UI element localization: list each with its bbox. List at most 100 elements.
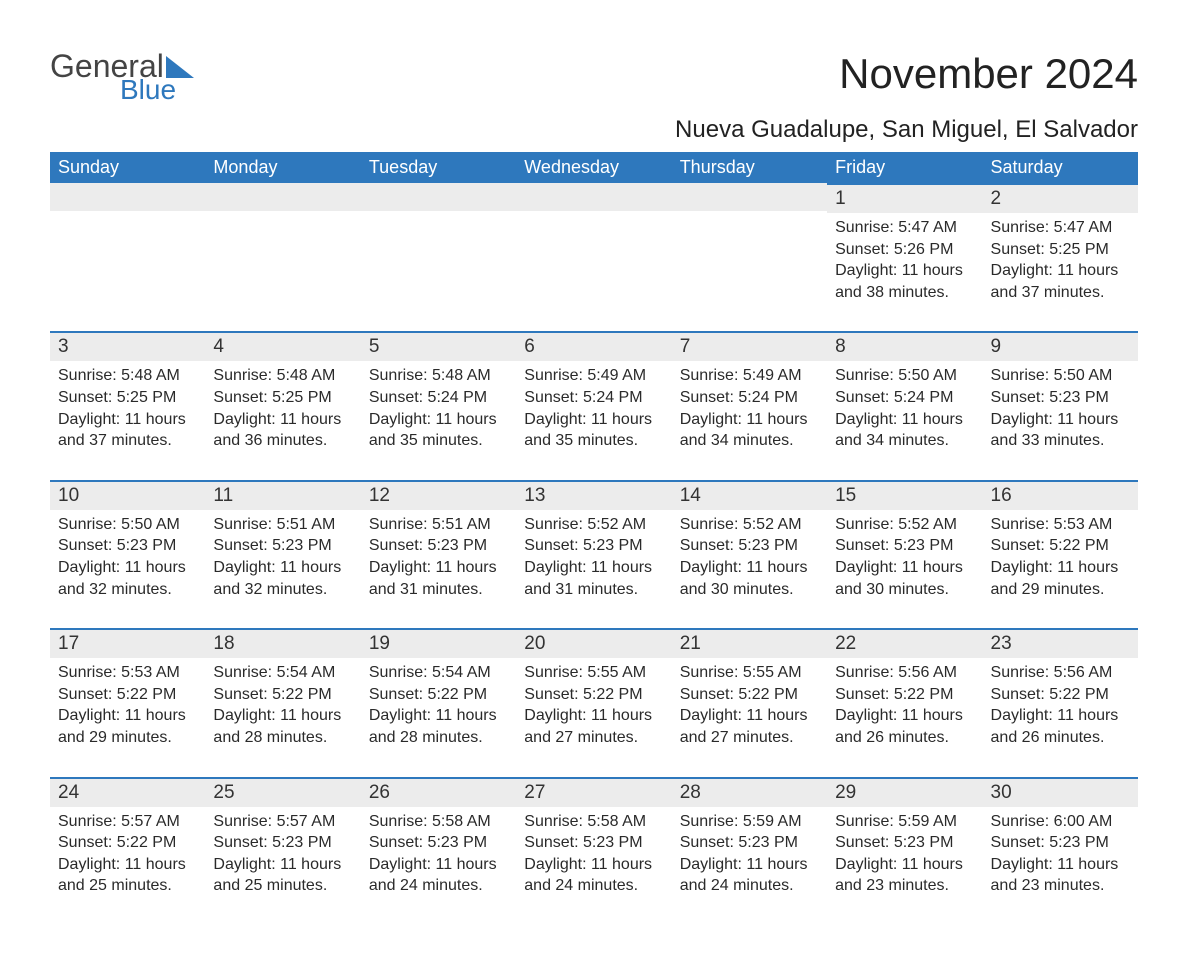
sunrise-text: Sunrise: 5:53 AM — [991, 514, 1130, 536]
weekday-header: Tuesday — [361, 152, 516, 183]
daylight-text: Daylight: 11 hours and 25 minutes. — [58, 854, 197, 897]
day-number-empty — [672, 183, 827, 211]
sunset-text: Sunset: 5:22 PM — [58, 832, 197, 854]
day-details: Sunrise: 5:53 AMSunset: 5:22 PMDaylight:… — [983, 510, 1138, 600]
sunrise-text: Sunrise: 5:55 AM — [680, 662, 819, 684]
day-details: Sunrise: 5:56 AMSunset: 5:22 PMDaylight:… — [827, 658, 982, 748]
location-text: Nueva Guadalupe, San Miguel, El Salvador — [675, 116, 1138, 144]
calendar-day-cell: 20Sunrise: 5:55 AMSunset: 5:22 PMDayligh… — [516, 628, 671, 776]
day-number: 18 — [205, 628, 360, 658]
sunrise-text: Sunrise: 5:48 AM — [213, 365, 352, 387]
calendar-table: Sunday Monday Tuesday Wednesday Thursday… — [50, 152, 1138, 925]
day-number-empty — [361, 183, 516, 211]
calendar-day-cell: 2Sunrise: 5:47 AMSunset: 5:25 PMDaylight… — [983, 183, 1138, 331]
weekday-header: Sunday — [50, 152, 205, 183]
sunrise-text: Sunrise: 5:57 AM — [213, 811, 352, 833]
daylight-text: Daylight: 11 hours and 30 minutes. — [835, 557, 974, 600]
day-details: Sunrise: 5:58 AMSunset: 5:23 PMDaylight:… — [516, 807, 671, 897]
daylight-text: Daylight: 11 hours and 35 minutes. — [369, 409, 508, 452]
sunset-text: Sunset: 5:25 PM — [991, 239, 1130, 261]
daylight-text: Daylight: 11 hours and 30 minutes. — [680, 557, 819, 600]
day-details: Sunrise: 5:52 AMSunset: 5:23 PMDaylight:… — [827, 510, 982, 600]
calendar-week-row: 1Sunrise: 5:47 AMSunset: 5:26 PMDaylight… — [50, 183, 1138, 331]
sunrise-text: Sunrise: 5:52 AM — [835, 514, 974, 536]
day-number: 17 — [50, 628, 205, 658]
sunrise-text: Sunrise: 5:51 AM — [369, 514, 508, 536]
day-details: Sunrise: 5:58 AMSunset: 5:23 PMDaylight:… — [361, 807, 516, 897]
sunset-text: Sunset: 5:23 PM — [369, 832, 508, 854]
daylight-text: Daylight: 11 hours and 26 minutes. — [991, 705, 1130, 748]
sunrise-text: Sunrise: 5:51 AM — [213, 514, 352, 536]
day-number: 3 — [50, 331, 205, 361]
daylight-text: Daylight: 11 hours and 28 minutes. — [369, 705, 508, 748]
sunrise-text: Sunrise: 5:56 AM — [835, 662, 974, 684]
day-number: 30 — [983, 777, 1138, 807]
daylight-text: Daylight: 11 hours and 38 minutes. — [835, 260, 974, 303]
day-number: 24 — [50, 777, 205, 807]
weekday-header: Thursday — [672, 152, 827, 183]
sunrise-text: Sunrise: 5:47 AM — [991, 217, 1130, 239]
calendar-day-cell: 11Sunrise: 5:51 AMSunset: 5:23 PMDayligh… — [205, 480, 360, 628]
daylight-text: Daylight: 11 hours and 24 minutes. — [369, 854, 508, 897]
calendar-day-cell: 10Sunrise: 5:50 AMSunset: 5:23 PMDayligh… — [50, 480, 205, 628]
day-details: Sunrise: 5:55 AMSunset: 5:22 PMDaylight:… — [672, 658, 827, 748]
sunrise-text: Sunrise: 5:54 AM — [213, 662, 352, 684]
day-details: Sunrise: 5:53 AMSunset: 5:22 PMDaylight:… — [50, 658, 205, 748]
sunset-text: Sunset: 5:24 PM — [680, 387, 819, 409]
calendar-day-cell: 8Sunrise: 5:50 AMSunset: 5:24 PMDaylight… — [827, 331, 982, 479]
day-details: Sunrise: 5:50 AMSunset: 5:23 PMDaylight:… — [50, 510, 205, 600]
calendar-day-cell: 26Sunrise: 5:58 AMSunset: 5:23 PMDayligh… — [361, 777, 516, 925]
day-number: 14 — [672, 480, 827, 510]
calendar-day-cell: 25Sunrise: 5:57 AMSunset: 5:23 PMDayligh… — [205, 777, 360, 925]
sunset-text: Sunset: 5:22 PM — [835, 684, 974, 706]
sunrise-text: Sunrise: 5:50 AM — [58, 514, 197, 536]
day-details: Sunrise: 5:48 AMSunset: 5:25 PMDaylight:… — [50, 361, 205, 451]
calendar-day-cell: 17Sunrise: 5:53 AMSunset: 5:22 PMDayligh… — [50, 628, 205, 776]
month-title: November 2024 — [675, 50, 1138, 98]
sunset-text: Sunset: 5:22 PM — [213, 684, 352, 706]
day-details: Sunrise: 5:50 AMSunset: 5:23 PMDaylight:… — [983, 361, 1138, 451]
sunrise-text: Sunrise: 5:48 AM — [369, 365, 508, 387]
day-number: 5 — [361, 331, 516, 361]
day-details: Sunrise: 6:00 AMSunset: 5:23 PMDaylight:… — [983, 807, 1138, 897]
calendar-day-cell: 15Sunrise: 5:52 AMSunset: 5:23 PMDayligh… — [827, 480, 982, 628]
day-number: 22 — [827, 628, 982, 658]
day-number: 12 — [361, 480, 516, 510]
logo: General Blue — [50, 50, 194, 104]
daylight-text: Daylight: 11 hours and 32 minutes. — [58, 557, 197, 600]
sunset-text: Sunset: 5:23 PM — [991, 387, 1130, 409]
daylight-text: Daylight: 11 hours and 31 minutes. — [524, 557, 663, 600]
daylight-text: Daylight: 11 hours and 28 minutes. — [213, 705, 352, 748]
sunrise-text: Sunrise: 5:47 AM — [835, 217, 974, 239]
daylight-text: Daylight: 11 hours and 24 minutes. — [524, 854, 663, 897]
sunrise-text: Sunrise: 5:52 AM — [680, 514, 819, 536]
calendar-week-row: 3Sunrise: 5:48 AMSunset: 5:25 PMDaylight… — [50, 331, 1138, 479]
calendar-day-cell: 22Sunrise: 5:56 AMSunset: 5:22 PMDayligh… — [827, 628, 982, 776]
sunrise-text: Sunrise: 5:53 AM — [58, 662, 197, 684]
sunrise-text: Sunrise: 5:48 AM — [58, 365, 197, 387]
day-details: Sunrise: 5:47 AMSunset: 5:26 PMDaylight:… — [827, 213, 982, 303]
logo-word-blue: Blue — [120, 76, 194, 104]
calendar-day-cell: 19Sunrise: 5:54 AMSunset: 5:22 PMDayligh… — [361, 628, 516, 776]
weekday-header-row: Sunday Monday Tuesday Wednesday Thursday… — [50, 152, 1138, 183]
daylight-text: Daylight: 11 hours and 36 minutes. — [213, 409, 352, 452]
day-details: Sunrise: 5:49 AMSunset: 5:24 PMDaylight:… — [516, 361, 671, 451]
day-number: 15 — [827, 480, 982, 510]
day-details: Sunrise: 5:55 AMSunset: 5:22 PMDaylight:… — [516, 658, 671, 748]
daylight-text: Daylight: 11 hours and 34 minutes. — [835, 409, 974, 452]
sunset-text: Sunset: 5:25 PM — [213, 387, 352, 409]
sunset-text: Sunset: 5:22 PM — [991, 535, 1130, 557]
daylight-text: Daylight: 11 hours and 29 minutes. — [58, 705, 197, 748]
calendar-day-cell: 14Sunrise: 5:52 AMSunset: 5:23 PMDayligh… — [672, 480, 827, 628]
sunset-text: Sunset: 5:23 PM — [835, 832, 974, 854]
day-number: 11 — [205, 480, 360, 510]
day-details: Sunrise: 5:52 AMSunset: 5:23 PMDaylight:… — [672, 510, 827, 600]
title-block: November 2024 Nueva Guadalupe, San Migue… — [675, 50, 1138, 144]
day-number: 21 — [672, 628, 827, 658]
day-number: 8 — [827, 331, 982, 361]
daylight-text: Daylight: 11 hours and 26 minutes. — [835, 705, 974, 748]
calendar-day-cell: 6Sunrise: 5:49 AMSunset: 5:24 PMDaylight… — [516, 331, 671, 479]
day-details: Sunrise: 5:59 AMSunset: 5:23 PMDaylight:… — [672, 807, 827, 897]
sunrise-text: Sunrise: 5:57 AM — [58, 811, 197, 833]
day-details: Sunrise: 5:54 AMSunset: 5:22 PMDaylight:… — [205, 658, 360, 748]
